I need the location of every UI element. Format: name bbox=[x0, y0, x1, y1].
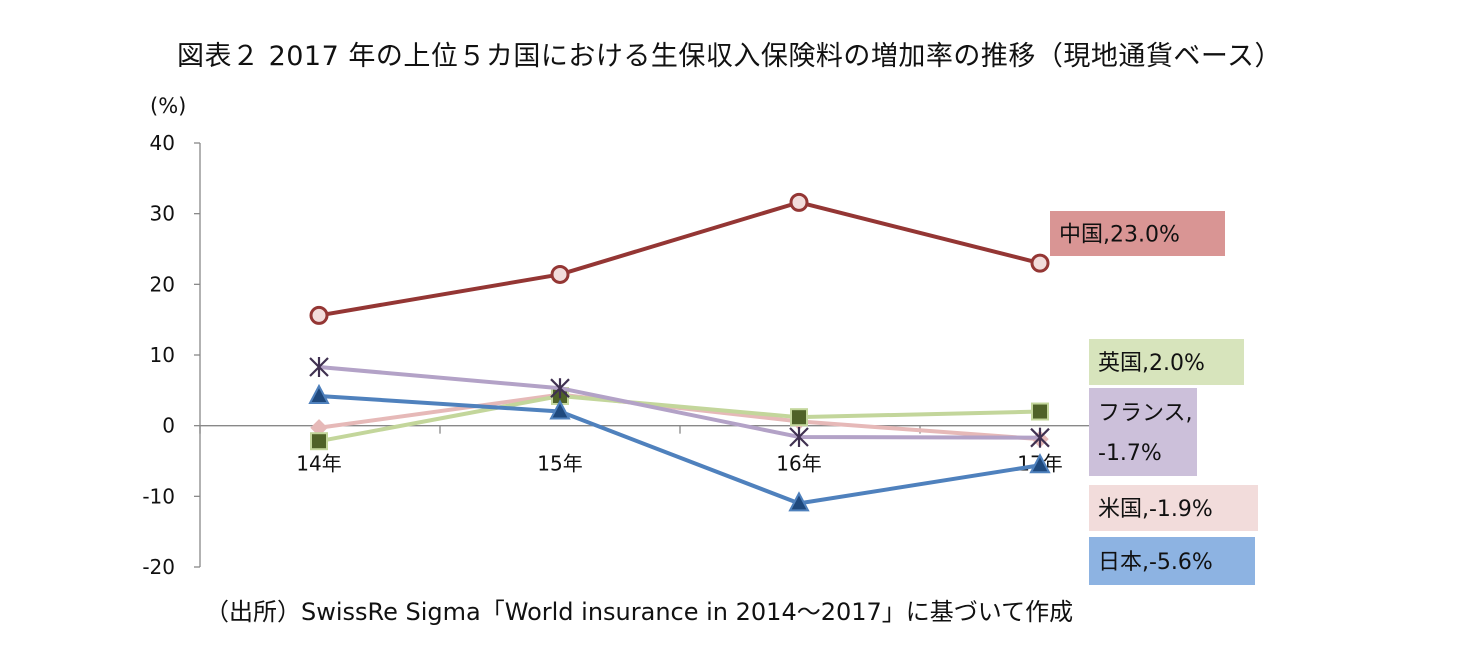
y-tick-label: -10 bbox=[142, 484, 175, 508]
callout-中国: 中国,23.0% bbox=[1050, 211, 1225, 256]
y-tick-label: -20 bbox=[142, 555, 175, 579]
series-line bbox=[318, 393, 1041, 506]
callout-label: -1.7% bbox=[1098, 441, 1162, 466]
data-point bbox=[308, 383, 330, 404]
callout-box bbox=[1089, 388, 1197, 476]
callout-label: フランス, bbox=[1098, 401, 1193, 426]
series-フランス bbox=[309, 357, 1050, 448]
source-note: （出所）SwissRe Sigma「World insurance in 201… bbox=[205, 598, 1074, 626]
x-tick-label: 15年 bbox=[537, 452, 582, 476]
data-point bbox=[789, 426, 809, 447]
callout-box bbox=[1089, 339, 1244, 385]
callout-label: 英国,2.0% bbox=[1098, 351, 1205, 376]
data-point bbox=[789, 192, 809, 212]
x-tick-label: 14年 bbox=[296, 452, 341, 476]
callout-label: 中国,23.0% bbox=[1059, 223, 1180, 248]
y-tick-label: 10 bbox=[150, 343, 175, 367]
data-point bbox=[1029, 453, 1051, 474]
callout-label: 日本,-5.6% bbox=[1098, 550, 1213, 575]
series-line bbox=[318, 393, 1041, 444]
y-tick-label: 30 bbox=[150, 202, 175, 226]
series-英国 bbox=[310, 386, 1049, 451]
series-line bbox=[318, 200, 1041, 318]
series-中国 bbox=[309, 192, 1050, 325]
data-point bbox=[309, 305, 329, 325]
data-point bbox=[1030, 427, 1050, 448]
callout-日本: 日本,-5.6% bbox=[1089, 537, 1255, 585]
callout-box bbox=[1089, 537, 1255, 585]
data-point bbox=[790, 408, 808, 427]
x-tick-label: 16年 bbox=[776, 452, 821, 476]
chart-title: 図表２ 2017 年の上位５カ国における生保収入保険料の増加率の推移（現地通貨ベ… bbox=[176, 41, 1283, 72]
callout-box bbox=[1050, 211, 1225, 256]
y-tick-label: 20 bbox=[150, 272, 175, 296]
data-point bbox=[1031, 402, 1049, 421]
callout-英国: 英国,2.0% bbox=[1089, 339, 1244, 385]
data-point bbox=[550, 264, 570, 284]
data-point bbox=[550, 378, 570, 399]
series-line bbox=[318, 365, 1041, 440]
callout-フランス: フランス, -1.7% bbox=[1089, 388, 1197, 476]
series-日本 bbox=[308, 383, 1051, 512]
data-point bbox=[549, 399, 571, 420]
data-point bbox=[1030, 253, 1050, 273]
data-point bbox=[310, 432, 328, 451]
y-tick-label: 0 bbox=[162, 414, 175, 438]
y-axis-unit-label: (%) bbox=[150, 94, 187, 118]
data-point bbox=[309, 357, 329, 378]
callout-label: 米国,-1.9% bbox=[1098, 497, 1213, 522]
data-point bbox=[788, 491, 810, 512]
callout-米国: 米国,-1.9% bbox=[1089, 485, 1258, 531]
y-tick-label: 40 bbox=[150, 131, 175, 155]
callout-box bbox=[1089, 485, 1258, 531]
